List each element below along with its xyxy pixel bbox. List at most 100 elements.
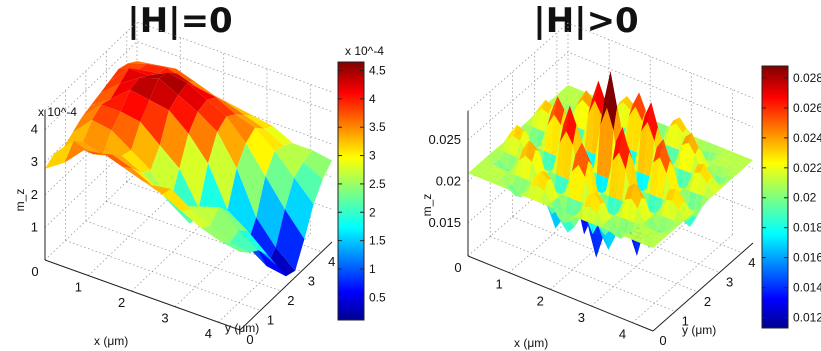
surface-facet [511,174,522,193]
surface-facet [646,242,657,249]
surface-facet [123,167,152,186]
surface-facet [509,136,520,157]
surface-facet [651,213,662,230]
y-axis-label: y (μm) [225,321,259,335]
surface-facet [607,218,618,235]
colorbar-tick-label: 0.024 [793,131,821,145]
surface-facet [631,183,642,209]
surface-facet [121,150,151,173]
surface-facet [659,126,670,145]
x-tick-label: 0 [31,264,38,279]
surface-facet [628,92,640,116]
surface-facet [570,96,581,101]
z-tick-label: 4 [31,122,38,137]
surface-facet [229,230,259,253]
surface-facet [653,236,664,242]
surface-facet [541,99,553,114]
surface-facet [550,114,561,157]
y-tick-label: 0 [246,332,253,347]
surface-facet [665,189,676,201]
surface-facet [275,209,305,271]
surface-facet [594,192,605,204]
surface-facet [478,169,489,176]
surface-facet [142,180,172,195]
surface-facet [537,171,548,191]
surface-facet [641,198,652,220]
surface-facet [245,127,275,177]
surface-facet [719,152,730,158]
surface-facet [640,228,651,237]
z-axis-label: m_z [420,194,434,217]
surface-facet [196,87,226,102]
grid-line [490,236,676,312]
surface-facet [715,165,726,178]
surface-facet [710,177,721,193]
surface-facet [101,89,130,112]
surface-facet [660,231,671,236]
grid-line [44,21,333,111]
surface-facet [596,107,607,177]
x-axis-line [44,259,241,331]
surface-facet [206,97,236,117]
surface-facet [678,202,689,221]
surface-facet [722,157,733,164]
surface-facet [557,91,568,98]
surface-facet [688,133,699,155]
surface-facet [666,123,677,148]
surface-facet [201,225,230,243]
surface-facet [568,164,579,200]
z-tick-label: 3 [31,154,38,169]
surface-facet [637,225,648,229]
colorbar-frame [337,61,365,321]
surface-facet [63,119,93,148]
surface-facet [614,199,625,218]
surface-facet [566,105,577,145]
surface-facet [562,131,573,180]
surface-facet [725,163,736,171]
surface-facet [718,159,730,168]
grid-line [131,202,224,292]
colorbar-tick-label: 0.014 [793,281,821,295]
surface-facet [572,99,583,128]
grid-line [467,22,754,112]
colorbar-tick-label: 4.5 [369,64,386,78]
colorbar-tick-label: 0.016 [793,251,821,265]
grid-line [65,240,261,311]
surface-facet [138,63,167,74]
surface-facet [682,202,693,218]
surface-facet [498,169,509,175]
surface-facet [725,175,736,182]
surface-facet [64,140,94,163]
surface-facet [716,146,727,153]
surface-facet [571,87,582,94]
x-axis-label: x (μm) [514,336,548,350]
surface-facet [637,198,648,223]
surface-facet [256,176,285,248]
colorbar: x 10^-4 0.5 1 1.5 2 2.5 3 3.5 4 4.5 [337,44,386,321]
surface-facet [659,139,670,174]
grid-line [44,41,333,130]
surface-facet [494,180,505,187]
surface-facet [696,139,707,151]
surface-facet [624,183,635,200]
surface-facet [714,178,725,189]
surface-facet [673,167,684,192]
surface-facet [84,150,113,155]
y-axis-label: y (μm) [682,323,716,337]
surface-facet [525,140,536,163]
surface-facet [147,63,176,69]
surface-facet [633,228,644,234]
surface-facet [547,203,558,216]
surface-facet [91,83,120,106]
surface-facet [303,150,332,180]
x-tick-label: 4 [619,327,626,342]
colorbar-tick-label: 0.028 [793,71,821,85]
surface-facet [671,189,683,211]
surface-facet [471,166,482,173]
surface-facet [186,81,215,96]
surface-facet [264,126,293,146]
surface-facet [489,151,500,163]
surface-facet [627,198,638,223]
surface-facet [728,170,739,176]
